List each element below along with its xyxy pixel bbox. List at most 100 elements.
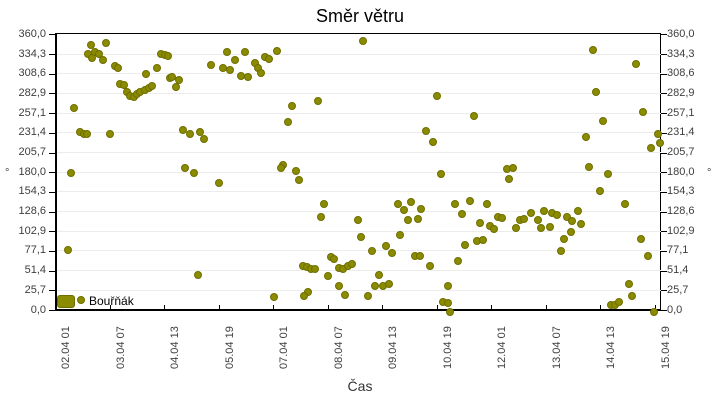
data-point[interactable] [403,216,412,225]
data-point[interactable] [334,282,343,291]
data-point[interactable] [395,230,404,239]
data-point[interactable] [375,270,384,279]
data-point[interactable] [147,82,156,91]
data-point[interactable] [181,163,190,172]
data-point[interactable] [356,232,365,241]
data-point[interactable] [310,265,319,274]
data-point[interactable] [330,254,339,263]
data-point[interactable] [316,213,325,222]
data-point[interactable] [276,164,285,173]
data-point[interactable] [520,214,529,223]
data-point[interactable] [323,271,332,280]
data-point[interactable] [465,196,474,205]
data-point[interactable] [443,282,452,291]
data-point[interactable] [284,118,293,127]
data-point[interactable] [385,279,394,288]
data-point[interactable] [225,65,234,74]
data-point[interactable] [637,234,646,243]
data-point[interactable] [615,297,624,306]
data-point[interactable] [347,260,356,269]
data-point[interactable] [461,240,470,249]
data-point[interactable] [313,97,322,105]
data-point[interactable] [552,211,561,220]
legend[interactable]: Bouřňák [57,294,134,308]
data-point[interactable] [588,45,597,54]
data-point[interactable] [458,210,467,219]
data-point[interactable] [437,170,446,179]
data-point[interactable] [185,129,194,138]
data-point[interactable] [359,37,368,46]
data-point[interactable] [70,103,79,112]
data-point[interactable] [231,55,240,64]
data-point[interactable] [304,287,313,296]
data-point[interactable] [534,216,543,225]
data-point[interactable] [388,248,397,257]
data-point[interactable] [655,139,664,148]
data-point[interactable] [421,126,430,135]
data-point[interactable] [639,108,648,117]
data-point[interactable] [512,224,521,233]
data-point[interactable] [643,252,652,261]
data-point[interactable] [393,200,402,209]
data-point[interactable] [603,169,612,178]
data-point[interactable] [106,129,115,138]
data-point[interactable] [175,75,184,84]
data-point[interactable] [505,175,514,184]
data-point[interactable] [425,262,434,271]
data-point[interactable] [223,48,232,56]
data-point[interactable] [482,200,491,209]
data-point[interactable] [509,164,518,173]
data-point[interactable] [443,299,452,308]
data-point[interactable] [88,54,97,63]
data-point[interactable] [241,48,250,56]
data-point[interactable] [63,245,72,254]
data-point[interactable] [199,135,208,144]
data-point[interactable] [99,55,108,64]
data-point[interactable] [592,87,600,96]
data-point[interactable] [86,41,95,50]
data-point[interactable] [654,129,663,138]
data-point[interactable] [470,112,479,121]
data-point[interactable] [195,127,204,136]
data-point[interactable] [413,214,422,223]
data-point[interactable] [599,116,608,125]
data-point[interactable] [498,214,507,223]
data-point[interactable] [596,186,604,195]
data-point[interactable] [416,204,425,213]
data-point[interactable] [490,224,499,233]
data-point[interactable] [582,132,590,141]
data-point[interactable] [243,73,252,82]
data-point[interactable] [270,292,279,301]
data-point[interactable] [526,208,535,217]
data-point[interactable] [577,220,586,229]
data-point[interactable] [320,200,329,209]
data-point[interactable] [300,292,309,301]
data-point[interactable] [625,279,634,288]
data-point[interactable] [287,101,296,110]
data-point[interactable] [114,64,123,73]
data-point[interactable] [66,168,75,177]
data-point[interactable] [294,175,303,184]
data-point[interactable] [363,292,372,301]
data-point[interactable] [631,60,640,69]
data-point[interactable] [479,235,488,244]
data-point[interactable] [340,291,349,300]
data-point[interactable] [560,234,569,243]
data-point[interactable] [406,198,415,207]
data-point[interactable] [574,207,583,216]
data-point[interactable] [445,307,454,316]
data-point[interactable] [476,218,485,227]
data-point[interactable] [650,307,659,316]
data-point[interactable] [207,61,216,70]
data-point[interactable] [400,206,409,215]
data-point[interactable] [546,223,555,232]
data-point[interactable] [562,212,571,221]
data-point[interactable] [429,137,438,146]
data-point[interactable] [76,296,85,305]
data-point[interactable] [647,143,656,152]
data-point[interactable] [567,227,576,236]
data-point[interactable] [453,257,462,265]
data-point[interactable] [371,281,380,290]
data-point[interactable] [83,129,92,138]
data-point[interactable] [190,168,199,177]
